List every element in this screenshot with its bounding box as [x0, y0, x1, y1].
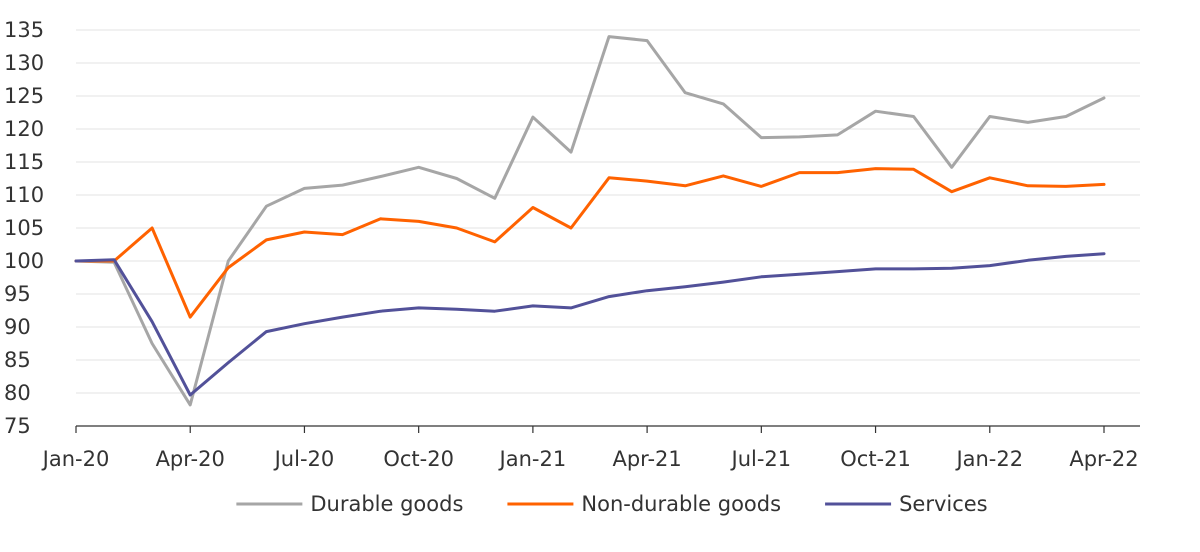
y-tick-label: 120 — [4, 117, 44, 141]
x-axis: Jan-20 Apr-20 Jul-20 Oct-20 Jan-21 Apr-21 Jul-… — [41, 425, 1140, 471]
x-tick-label: Apr-21 — [612, 447, 681, 471]
series-line-services — [74, 252, 1106, 397]
y-tick-label: 135 — [4, 18, 44, 42]
legend: Durable goods Non-durable goods Services — [236, 492, 988, 516]
gridlines — [76, 29, 1140, 394]
y-tick-label: 105 — [4, 216, 44, 240]
y-tick-label: 95 — [4, 282, 31, 306]
x-tick-label: Oct-20 — [383, 447, 454, 471]
x-tick-label: Oct-21 — [840, 447, 911, 471]
y-tick-label: 75 — [4, 414, 31, 438]
series-lines — [74, 35, 1106, 407]
y-tick-label: 130 — [4, 51, 44, 75]
y-tick-label: 85 — [4, 348, 31, 372]
y-tick-label: 80 — [4, 381, 31, 405]
x-tick-label: Jul-21 — [730, 447, 792, 471]
y-axis: 75 80 85 90 95 100 105 110 115 120 125 130 135 — [4, 18, 44, 438]
y-tick-label: 100 — [4, 249, 44, 273]
y-tick-label: 90 — [4, 315, 31, 339]
legend-label: Non-durable goods — [581, 492, 781, 516]
x-tick-label: Jul-20 — [273, 447, 335, 471]
x-tick-label: Jan-22 — [954, 447, 1023, 471]
legend-label: Services — [899, 492, 988, 516]
series-line-non-durable-goods — [74, 167, 1106, 319]
y-tick-label: 125 — [4, 84, 44, 108]
legend-label: Durable goods — [310, 492, 463, 516]
x-tick-label: Apr-20 — [156, 447, 225, 471]
x-tick-label: Apr-22 — [1069, 447, 1138, 471]
x-tick-label: Jan-20 — [41, 447, 110, 471]
y-tick-label: 110 — [4, 183, 44, 207]
y-tick-label: 115 — [4, 150, 44, 174]
x-tick-label: Jan-21 — [498, 447, 567, 471]
series-line-durable-goods — [74, 35, 1106, 407]
